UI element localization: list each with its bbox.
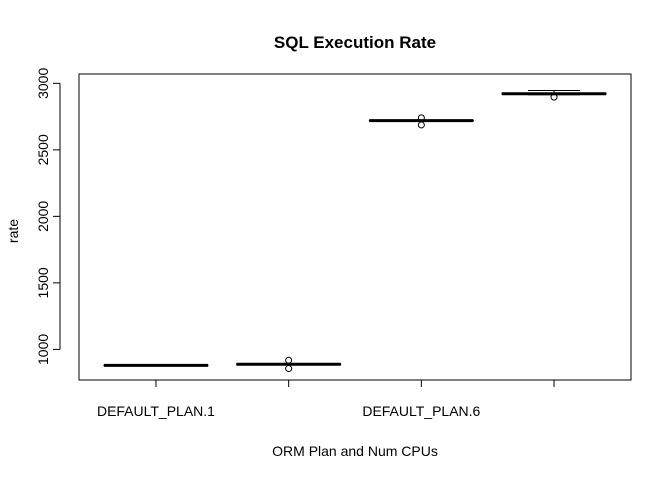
x-tick-label: DEFAULT_PLAN.6 — [362, 403, 480, 419]
x-tick-label: DEFAULT_PLAN.1 — [97, 403, 215, 419]
outlier-point — [285, 365, 293, 373]
y-axis-label: rate — [5, 219, 21, 243]
y-tick-label: 3000 — [35, 68, 51, 99]
outlier-point — [417, 114, 425, 122]
chart-title: SQL Execution Rate — [274, 33, 436, 52]
y-tick-label: 2000 — [35, 201, 51, 232]
boxplot-marks — [103, 89, 607, 373]
x-axis-label: ORM Plan and Num CPUs — [272, 443, 438, 459]
box-group — [103, 363, 209, 367]
y-tick-label: 1500 — [35, 267, 51, 298]
box-group — [236, 356, 342, 373]
outlier-point — [550, 93, 558, 101]
y-tick-label: 1000 — [35, 334, 51, 365]
outlier-point — [285, 356, 293, 364]
outlier-point — [417, 121, 425, 129]
box-group — [368, 114, 474, 129]
axes: 1000 1500 2000 2500 3000 DEFAULT_PLAN.1 DEFAUL… — [35, 68, 555, 419]
box-group — [501, 89, 607, 101]
y-tick-label: 2500 — [35, 134, 51, 165]
